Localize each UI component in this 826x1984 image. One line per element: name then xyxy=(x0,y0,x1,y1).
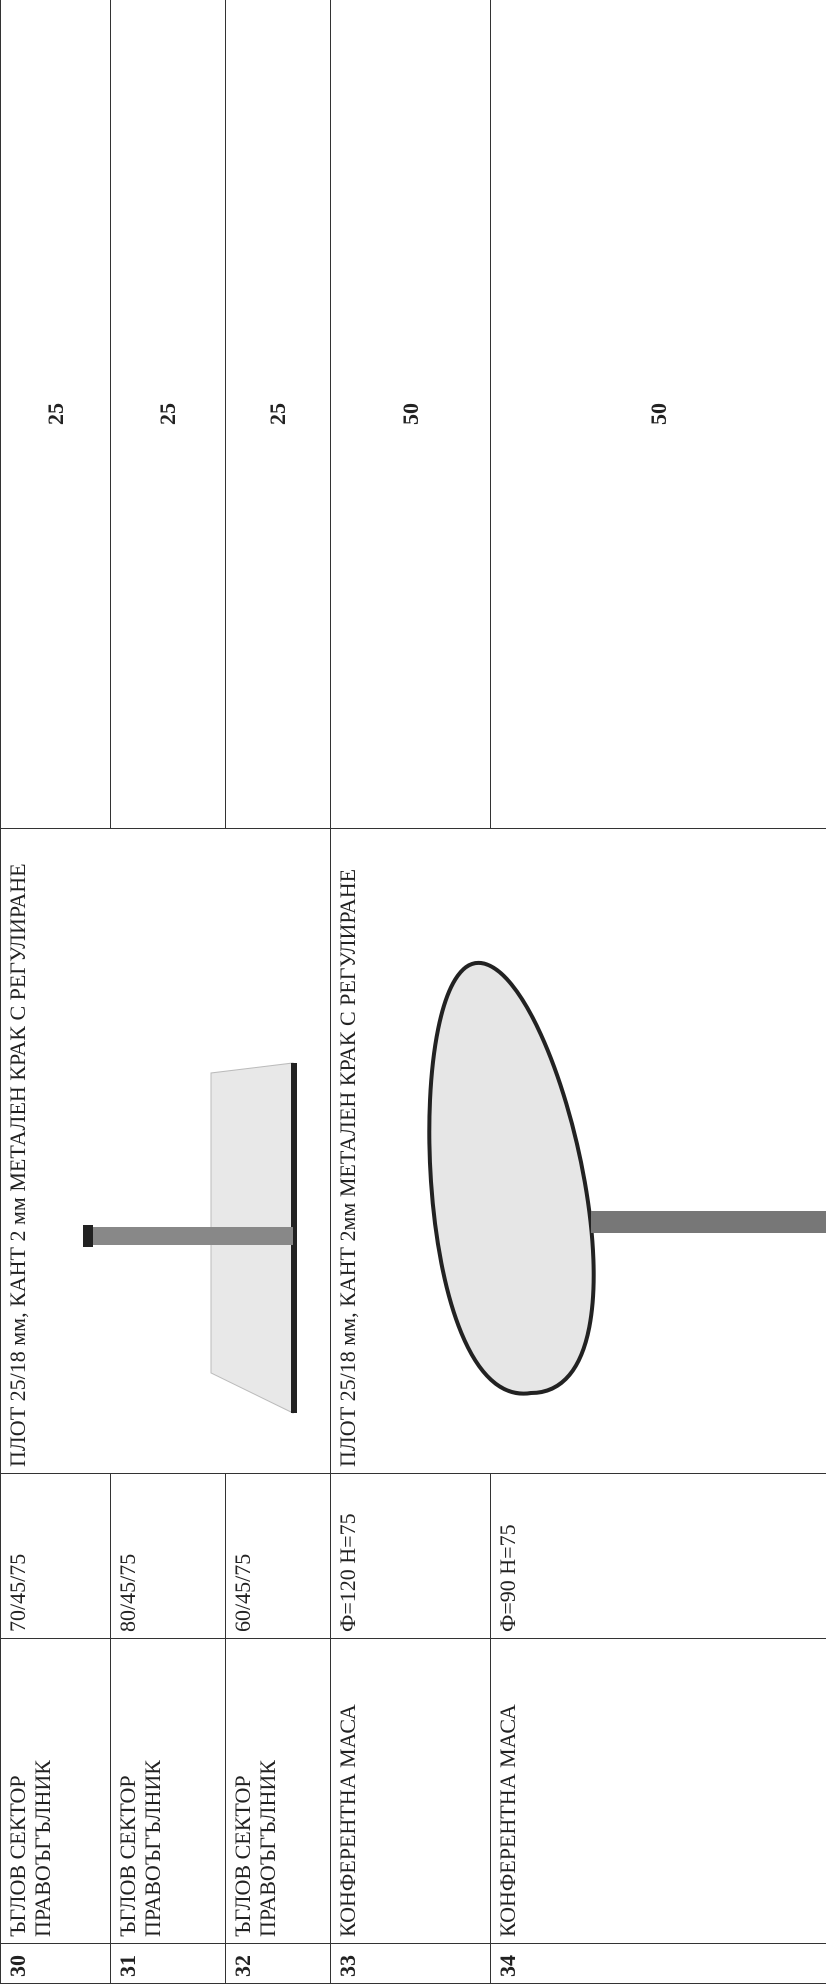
item-size: Ф=120 H=75 xyxy=(330,1473,491,1639)
quantity: 25 xyxy=(110,0,226,829)
leg-foot xyxy=(83,1225,93,1247)
item-size: 60/45/75 xyxy=(225,1473,331,1639)
row: 30 ЪГЛОВ СЕКТОР ПРАВОЪГЪЛНИК 70/45/75 ПЛ… xyxy=(0,0,331,1984)
row-number: 32 xyxy=(225,1943,331,1984)
item-size: Ф=90 H=75 xyxy=(490,1473,826,1639)
leg xyxy=(91,1227,293,1245)
item-name: ЪГЛОВ СЕКТОР ПРАВОЪГЪЛНИК xyxy=(110,1638,226,1944)
row: 33 КОНФЕРЕНТНА МАСА Ф=120 H=75 ПЛОТ 25/1… xyxy=(330,0,826,1984)
table-drawing xyxy=(427,960,826,1396)
description-text: ПЛОТ 25/18 мм, КАНТ 2мм МЕТАЛЕН КРАК С Р… xyxy=(335,868,360,1467)
quantity: 50 xyxy=(330,0,491,829)
description-text: ПЛОТ 25/18 мм, КАНТ 2 мм МЕТАЛЕН КРАК С … xyxy=(5,863,30,1467)
table-drawing xyxy=(83,1062,297,1414)
item-name: КОНФЕРЕНТНА МАСА xyxy=(330,1638,491,1944)
quantity: 25 xyxy=(225,0,331,829)
tabletop-edge xyxy=(291,1063,297,1413)
description: ПЛОТ 25/18 мм, КАНТ 2мм МЕТАЛЕН КРАК С Р… xyxy=(330,828,826,1474)
row-number: 34 xyxy=(490,1943,826,1984)
quantity: 50 xyxy=(490,0,826,829)
item-name: ЪГЛОВ СЕКТОР ПРАВОЪГЪЛНИК xyxy=(225,1638,331,1944)
quantity: 25 xyxy=(0,0,111,829)
item-name: ЪГЛОВ СЕКТОР ПРАВОЪГЪЛНИК xyxy=(0,1638,111,1944)
tabletop xyxy=(427,960,596,1396)
item-name: КОНФЕРЕНТНА МАСА xyxy=(490,1638,826,1944)
leg xyxy=(591,1211,826,1233)
row-number: 31 xyxy=(110,1943,226,1984)
row-number: 30 xyxy=(0,1943,111,1984)
item-size: 80/45/75 xyxy=(110,1473,226,1639)
description: ПЛОТ 25/18 мм, КАНТ 2 мм МЕТАЛЕН КРАК С … xyxy=(0,828,331,1474)
row-number: 33 xyxy=(330,1943,491,1984)
item-size: 70/45/75 xyxy=(0,1473,111,1639)
